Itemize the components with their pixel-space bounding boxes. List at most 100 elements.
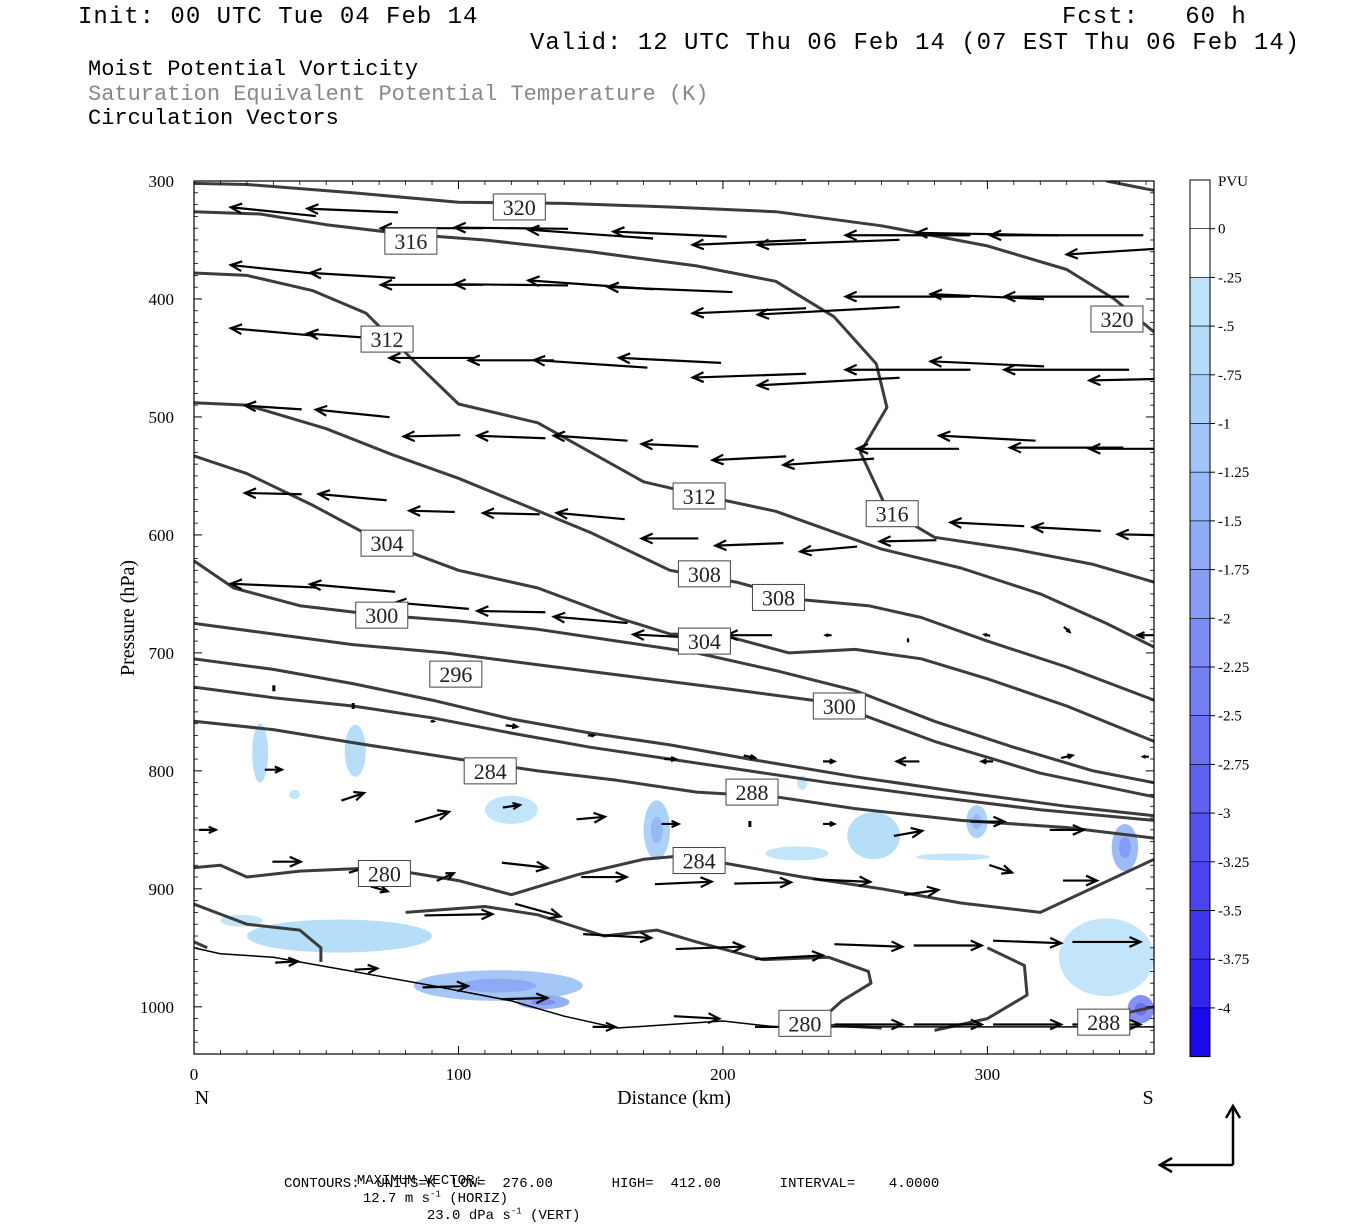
pv-shade-region <box>915 853 991 861</box>
vector-head <box>797 544 813 557</box>
vector-shaft <box>244 491 302 496</box>
vector-shaft <box>618 356 722 364</box>
vector-head <box>379 885 391 894</box>
colorbar-label: -2 <box>1218 611 1231 627</box>
circulation-vector <box>436 872 457 882</box>
horiz-max: 12.7 m s-1 (HORIZ) <box>362 1189 509 1207</box>
circulation-vector <box>228 323 316 337</box>
vector-head <box>451 278 467 291</box>
circulation-vector <box>823 758 838 765</box>
vector-shaft <box>436 872 455 882</box>
vector-shaft <box>230 582 316 589</box>
title-vectors: Circulation Vectors <box>88 106 339 131</box>
title-theta-es: Saturation Equivalent Potential Temperat… <box>88 82 709 107</box>
vector-head <box>913 227 928 239</box>
circulation-vector <box>242 487 302 500</box>
vector-head <box>304 203 319 215</box>
vector-dot <box>748 820 752 827</box>
circulation-vector <box>755 238 900 251</box>
vector-head <box>1072 823 1087 836</box>
vector-head <box>1049 936 1064 949</box>
circulation-vector <box>1086 442 1154 455</box>
vector-head <box>531 354 546 367</box>
vector-head <box>456 980 471 993</box>
vector-head <box>1129 936 1144 948</box>
y-tick-label: 500 <box>149 408 175 427</box>
circulation-vector <box>424 908 496 921</box>
circulation-vector <box>272 685 276 692</box>
vector-head <box>615 871 630 883</box>
vector-head <box>610 226 625 238</box>
circulation-vector <box>689 238 807 251</box>
vector-head <box>208 825 219 834</box>
circulation-vector <box>936 430 1036 443</box>
pv-shade-region <box>1058 918 1154 997</box>
y-tick-label: 900 <box>149 880 175 899</box>
vector-head <box>755 378 770 391</box>
colorbar-title: PVU <box>1218 174 1248 190</box>
theta-contour-308 <box>194 401 1154 702</box>
vector-head <box>525 275 540 288</box>
vector-shaft <box>675 945 744 951</box>
contour-label-308: 308 <box>751 583 805 611</box>
circulation-vector <box>531 354 648 369</box>
circulation-vector <box>664 755 679 763</box>
vector-head <box>1129 1018 1144 1031</box>
circulation-vector <box>616 352 722 365</box>
vector-head <box>910 826 925 839</box>
circulation-vector <box>913 1018 985 1031</box>
vector-head <box>780 458 796 471</box>
vector-shaft <box>244 404 302 411</box>
vector-shaft <box>757 376 900 387</box>
reference-vector-icon <box>1157 1103 1242 1174</box>
pv-shade-core <box>1118 836 1131 859</box>
colorbar-cell <box>1189 374 1211 424</box>
colorbar-cell <box>1189 277 1211 327</box>
vector-shaft <box>993 939 1062 945</box>
circulation-vector <box>505 723 520 730</box>
circulation-vector <box>581 871 630 883</box>
vector-head <box>638 438 654 451</box>
contour-label-text: 300 <box>823 694 856 719</box>
contour-label-box <box>463 757 517 785</box>
colorbar-label: 0 <box>1218 222 1226 238</box>
vector-head <box>593 811 608 824</box>
circulation-vector <box>754 950 826 962</box>
vector-head <box>512 801 523 811</box>
vector-head <box>779 876 794 889</box>
vector-shaft <box>403 434 461 438</box>
vector-shaft <box>514 902 561 918</box>
vector-shaft <box>553 434 628 442</box>
theta-contour-292 <box>194 657 1154 818</box>
vector-head <box>1067 753 1076 760</box>
vector-head <box>535 992 550 1005</box>
contour-label-box <box>677 560 731 588</box>
y-tick-label: 400 <box>149 290 175 309</box>
colorbar-cell <box>1189 812 1211 863</box>
vector-shaft <box>1066 247 1154 256</box>
x-tick-label: 0 <box>190 1065 199 1084</box>
vector-shaft <box>275 960 298 964</box>
circulation-vector <box>723 629 773 642</box>
contour-label-text: 284 <box>474 759 507 784</box>
vector-shaft <box>477 434 546 440</box>
vector-head <box>755 308 770 320</box>
contour-label-text: 296 <box>439 662 472 687</box>
contour-label-text: 316 <box>876 502 909 527</box>
contour-label-text: 312 <box>371 327 404 352</box>
contour-label-text: 288 <box>1087 1010 1120 1035</box>
circulation-vector <box>1001 290 1130 303</box>
circulation-vector <box>451 221 569 234</box>
circulation-vector <box>988 863 1015 875</box>
vector-shaft <box>613 230 727 238</box>
colorbar-cell <box>1189 569 1211 619</box>
circulation-vector <box>604 281 733 294</box>
vector-head <box>890 1018 906 1031</box>
vector-head <box>970 939 985 952</box>
vector-shaft <box>310 271 396 279</box>
vector-shaft <box>930 360 1045 368</box>
vector-head <box>1134 631 1145 640</box>
vector-head <box>992 815 1008 828</box>
circulation-vector <box>501 992 550 1005</box>
vector-head <box>707 1012 722 1024</box>
